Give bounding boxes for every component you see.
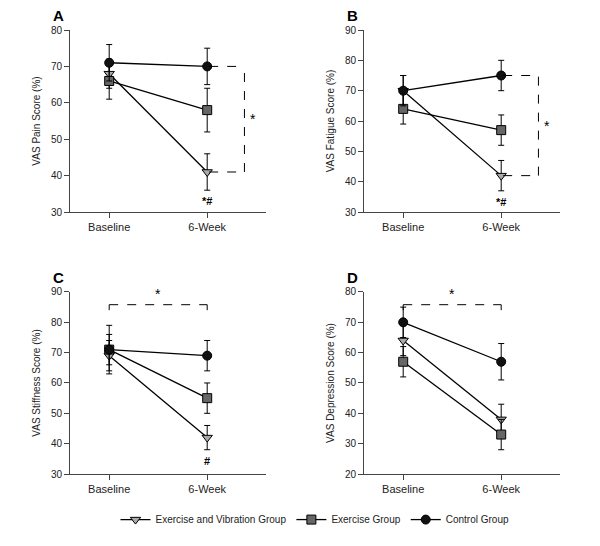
svg-text:50: 50 bbox=[345, 146, 357, 157]
svg-text:VAS Stiffness Score (%): VAS Stiffness Score (%) bbox=[31, 329, 42, 436]
svg-text:40: 40 bbox=[51, 170, 63, 181]
svg-text:40: 40 bbox=[345, 176, 357, 187]
svg-text:*: * bbox=[250, 111, 256, 127]
svg-text:*: * bbox=[544, 118, 550, 134]
svg-text:Exercise Group: Exercise Group bbox=[331, 514, 400, 525]
svg-text:60: 60 bbox=[51, 377, 63, 388]
svg-text:6-Week: 6-Week bbox=[482, 483, 520, 495]
svg-text:30: 30 bbox=[345, 207, 357, 218]
svg-text:50: 50 bbox=[345, 377, 357, 388]
svg-text:Baseline: Baseline bbox=[88, 483, 130, 495]
svg-text:*#: *# bbox=[202, 195, 212, 207]
svg-text:A: A bbox=[53, 7, 64, 24]
svg-text:Baseline: Baseline bbox=[88, 221, 130, 233]
svg-text:90: 90 bbox=[51, 286, 63, 297]
svg-text:VAS Pain Score (%): VAS Pain Score (%) bbox=[31, 76, 42, 165]
svg-text:20: 20 bbox=[345, 469, 357, 480]
svg-text:Exercise and Vibration Group: Exercise and Vibration Group bbox=[156, 514, 287, 525]
svg-text:80: 80 bbox=[51, 25, 63, 36]
svg-text:*: * bbox=[155, 286, 161, 302]
svg-text:6-Week: 6-Week bbox=[188, 221, 226, 233]
svg-text:VAS Depression Score (%): VAS Depression Score (%) bbox=[325, 323, 336, 443]
svg-text:Baseline: Baseline bbox=[382, 221, 424, 233]
svg-text:Baseline: Baseline bbox=[382, 483, 424, 495]
svg-text:30: 30 bbox=[51, 469, 63, 480]
svg-text:40: 40 bbox=[345, 408, 357, 419]
svg-text:90: 90 bbox=[345, 25, 357, 36]
svg-text:60: 60 bbox=[345, 347, 357, 358]
svg-text:Control Group: Control Group bbox=[446, 514, 509, 525]
svg-text:30: 30 bbox=[345, 438, 357, 449]
svg-text:*: * bbox=[449, 286, 455, 302]
svg-text:6-Week: 6-Week bbox=[188, 483, 226, 495]
svg-text:50: 50 bbox=[51, 408, 63, 419]
svg-text:B: B bbox=[347, 7, 358, 24]
svg-text:70: 70 bbox=[345, 85, 357, 96]
svg-text:50: 50 bbox=[51, 134, 63, 145]
svg-text:*#: *# bbox=[496, 196, 506, 208]
svg-text:VAS Fatigue Score (%): VAS Fatigue Score (%) bbox=[325, 70, 336, 173]
svg-text:C: C bbox=[53, 269, 64, 286]
svg-text:30: 30 bbox=[51, 207, 63, 218]
svg-text:70: 70 bbox=[51, 347, 63, 358]
svg-text:6-Week: 6-Week bbox=[482, 221, 520, 233]
svg-text:70: 70 bbox=[345, 317, 357, 328]
svg-text:70: 70 bbox=[51, 61, 63, 72]
svg-text:60: 60 bbox=[51, 97, 63, 108]
svg-text:40: 40 bbox=[51, 438, 63, 449]
svg-text:#: # bbox=[204, 455, 210, 467]
svg-text:80: 80 bbox=[345, 286, 357, 297]
svg-text:60: 60 bbox=[345, 116, 357, 127]
svg-text:D: D bbox=[347, 269, 358, 286]
svg-text:80: 80 bbox=[345, 55, 357, 66]
svg-text:80: 80 bbox=[51, 317, 63, 328]
